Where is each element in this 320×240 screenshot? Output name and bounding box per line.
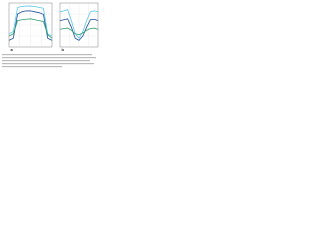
series-line — [59, 9, 99, 39]
caption-line — [2, 66, 62, 68]
series-line — [59, 18, 99, 41]
series-line — [8, 10, 53, 41]
series-line — [59, 27, 99, 36]
panel-label: a — [11, 47, 14, 52]
panel-label: b — [62, 47, 65, 52]
caption-line — [2, 57, 96, 59]
caption — [2, 54, 96, 68]
series-line — [8, 5, 53, 37]
series-line — [8, 18, 53, 39]
caption-line — [2, 54, 92, 56]
caption-line — [2, 63, 94, 65]
caption-line — [2, 60, 90, 62]
